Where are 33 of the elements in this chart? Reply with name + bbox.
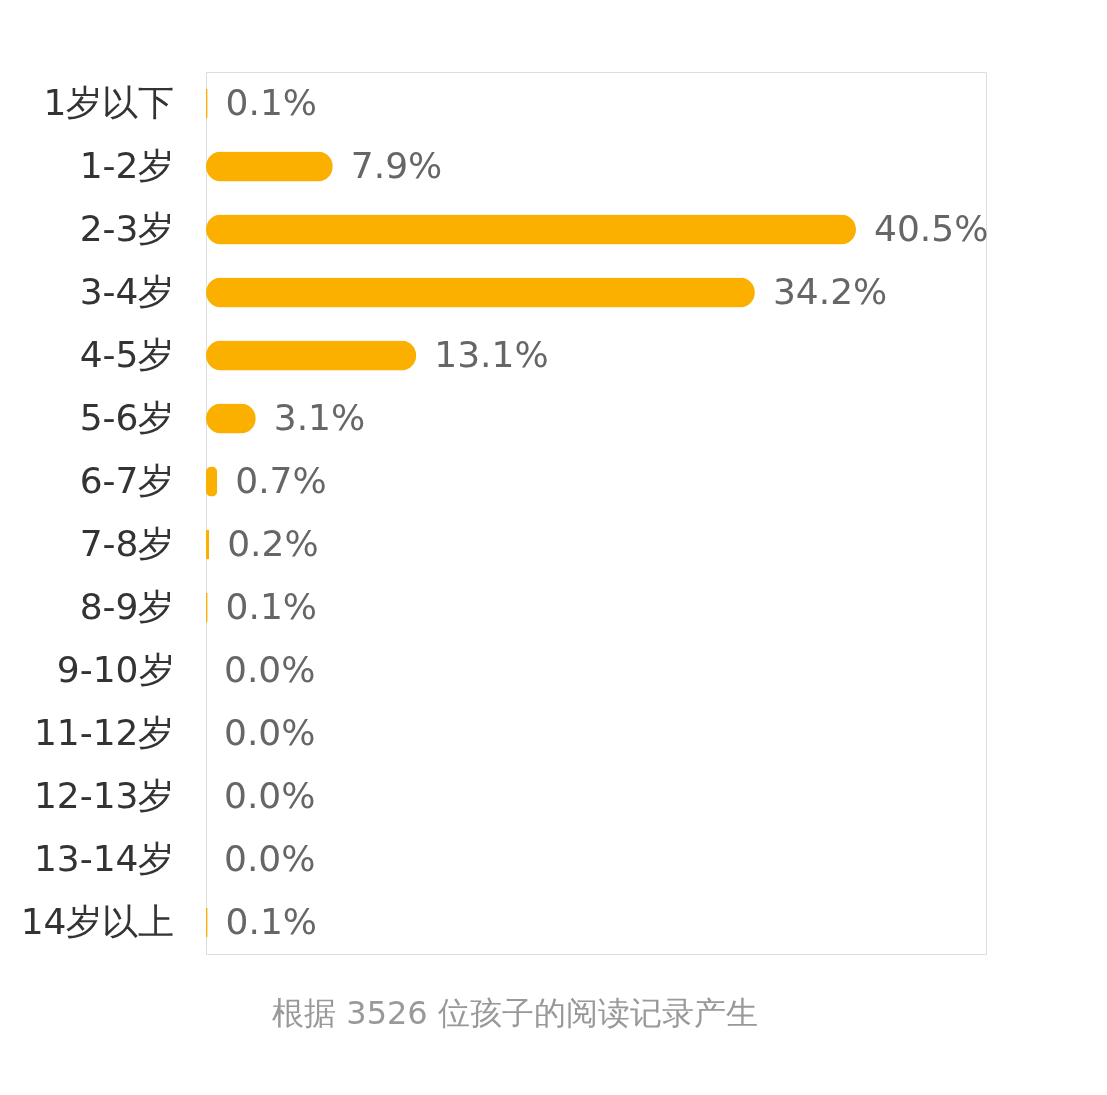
- y-tick-label: 3-4岁: [79, 270, 175, 312]
- y-tick-label: 2-3岁: [79, 207, 175, 249]
- text: 根据 3526 位孩子的阅读记录产生: [272, 994, 758, 1032]
- data-label: 0.0%: [224, 774, 316, 816]
- y-tick-label: 6-7岁: [79, 459, 175, 501]
- data-label: 40.5%: [874, 207, 989, 249]
- data-label: 34.2%: [772, 270, 888, 312]
- data-label: 0.1%: [225, 585, 318, 627]
- y-tick-label: 12-13岁: [33, 774, 175, 816]
- y-tick-label: 4-5岁: [79, 333, 175, 375]
- data-label: 0.0%: [224, 837, 316, 879]
- data-label: 3.1%: [273, 396, 366, 438]
- y-tick-label: 14岁以上: [20, 900, 175, 942]
- data-label: 0.0%: [224, 711, 316, 753]
- data-label: 0.7%: [235, 459, 327, 501]
- y-tick-label: 9-10岁: [56, 648, 175, 690]
- y-tick-label: 5-6岁: [79, 396, 175, 438]
- y-tick-label: 11-12岁: [33, 711, 175, 753]
- y-tick-label: 13-14岁: [33, 837, 175, 879]
- data-label: 0.2%: [227, 522, 319, 564]
- y-tick-label: 7-8岁: [79, 522, 175, 564]
- data-label: 13.1%: [434, 333, 549, 375]
- bar: [206, 151, 333, 182]
- data-label: 7.9%: [350, 144, 443, 186]
- bar: [206, 214, 856, 245]
- y-tick-label: 8-9岁: [79, 585, 175, 627]
- y-tick-label: 1岁以下: [43, 81, 175, 123]
- data-label: 0.1%: [225, 81, 318, 123]
- y-tick-label: 1-2岁: [79, 144, 175, 186]
- data-label: 0.1%: [225, 900, 318, 942]
- data-label: 0.0%: [224, 648, 316, 690]
- bar: [206, 340, 417, 371]
- bar: [206, 277, 755, 308]
